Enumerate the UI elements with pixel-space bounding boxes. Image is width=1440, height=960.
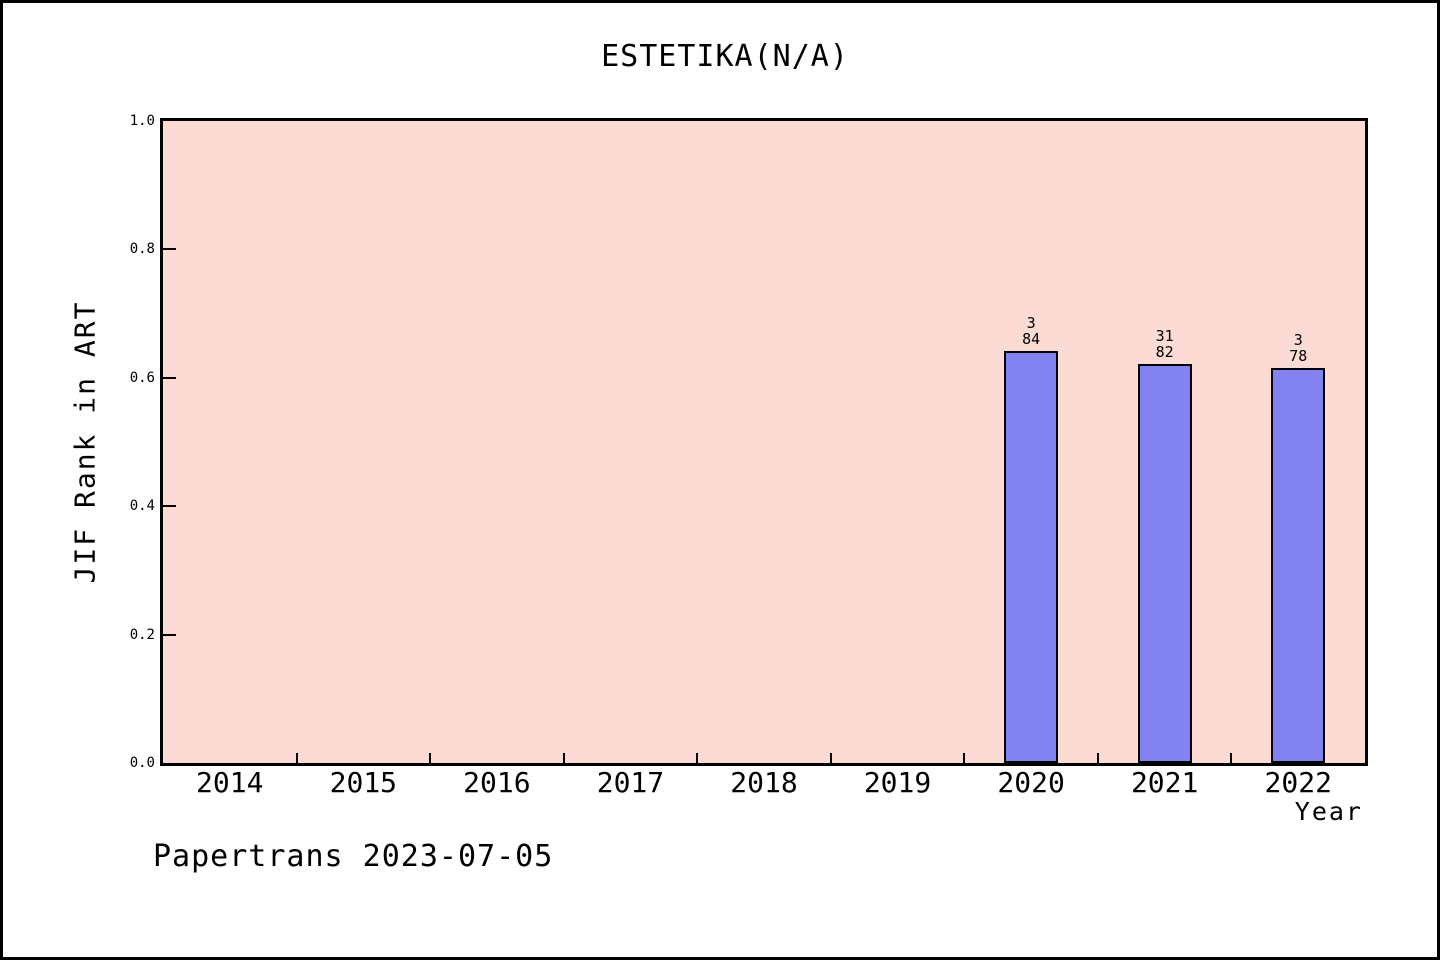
bar-rank: 3 [1293, 331, 1303, 350]
x-tick-mark [429, 753, 432, 763]
y-tick-label: 0.2 [129, 626, 155, 643]
bar-total: 82 [1155, 342, 1174, 361]
x-tick-label: 2022 [1264, 766, 1332, 799]
bar-2022 [1271, 368, 1326, 763]
x-tick-label: 2017 [596, 766, 665, 799]
y-axis-label: JIF Rank in ART [68, 300, 102, 584]
x-tick-label: 2018 [730, 766, 798, 799]
x-tick-mark [963, 753, 966, 763]
y-tick-label: 0.4 [129, 498, 155, 515]
bar-annotation-2021: 31 82 [1156, 328, 1174, 360]
x-tick-label: 2020 [997, 766, 1065, 799]
bar-2020 [1004, 350, 1059, 763]
y-tick-mark [163, 505, 176, 508]
x-tick-label: 2015 [329, 766, 398, 799]
bar-2021 [1137, 363, 1192, 763]
x-tick-mark [562, 753, 565, 763]
x-tick-mark [696, 753, 699, 763]
y-tick-mark [163, 376, 176, 379]
x-tick-label: 2019 [863, 766, 932, 799]
bar-total: 78 [1289, 347, 1308, 366]
x-tick-label: 2021 [1130, 766, 1199, 799]
bar-annotation-2020: 3 84 [1022, 315, 1040, 347]
bar-rank: 31 [1155, 326, 1174, 345]
x-tick-mark [295, 753, 298, 763]
y-tick-label: 1.0 [129, 113, 155, 129]
x-tick-label: 2014 [196, 766, 264, 799]
bar-annotation-2022: 3 78 [1289, 332, 1307, 364]
x-tick-label: 2016 [463, 766, 531, 799]
y-tick-mark [163, 248, 176, 251]
y-tick-label: 0.8 [129, 241, 155, 258]
bar-total: 84 [1022, 329, 1041, 348]
y-tick-label: 0.0 [129, 755, 155, 771]
y-tick-mark [163, 633, 176, 636]
x-axis-label: Year [1294, 797, 1363, 826]
x-tick-mark [1230, 753, 1233, 763]
bar-rank: 3 [1026, 313, 1036, 332]
footer-watermark: Papertrans 2023-07-05 [153, 839, 554, 874]
chart-title: ESTETIKA(N/A) [601, 39, 849, 74]
x-tick-mark [1096, 753, 1099, 763]
y-tick-label: 0.6 [129, 369, 155, 386]
plot-area: 3 84 31 82 3 78 [160, 118, 1368, 766]
x-tick-mark [829, 753, 832, 763]
